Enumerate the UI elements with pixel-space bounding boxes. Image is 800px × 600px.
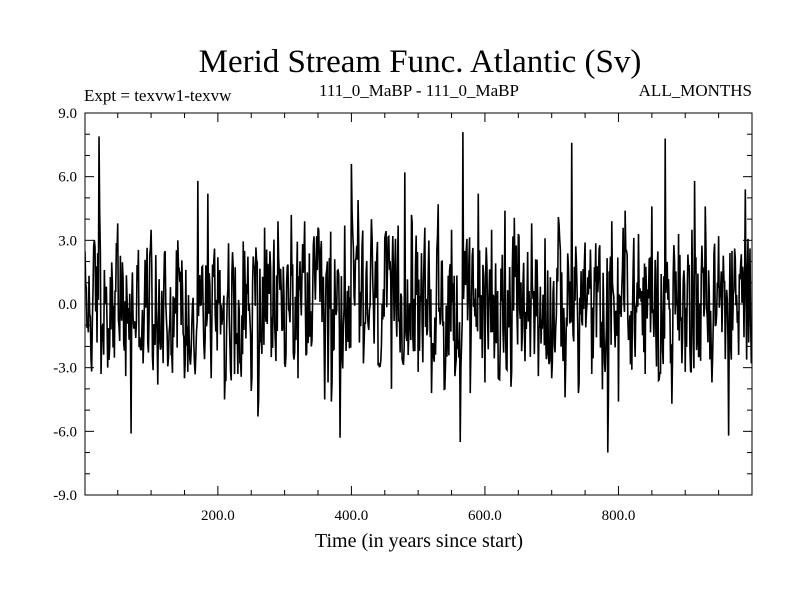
months-label: ALL_MONTHS: [639, 81, 752, 100]
x-axis-label: Time (in years since start): [315, 530, 523, 552]
x-tick-label: 600.0: [468, 508, 502, 524]
x-tick-label: 200.0: [201, 508, 235, 524]
series-line: [85, 132, 752, 453]
axes-layer: -9.0 -6.0 -3.0 0.0 3.0 6.0 9.0 200.0 400.0 600.0 8…: [53, 106, 753, 524]
y-tick-label: 0.0: [58, 297, 77, 313]
y-tick-label: 3.0: [58, 233, 77, 249]
y-tick-label: 9.0: [58, 106, 77, 122]
chart-title: Merid Stream Func. Atlantic (Sv): [199, 44, 642, 80]
x-tick-label: 800.0: [602, 508, 636, 524]
y-tick-label: -6.0: [53, 424, 77, 440]
period-label: 111_0_MaBP - 111_0_MaBP: [319, 81, 519, 100]
y-tick-label: -9.0: [53, 488, 77, 504]
y-tick-label: 6.0: [58, 170, 77, 186]
x-tick-label: 400.0: [335, 508, 369, 524]
series-layer: [85, 132, 752, 453]
experiment-label: Expt = texvw1-texvw: [84, 86, 232, 105]
y-tick-label: -3.0: [53, 361, 77, 377]
